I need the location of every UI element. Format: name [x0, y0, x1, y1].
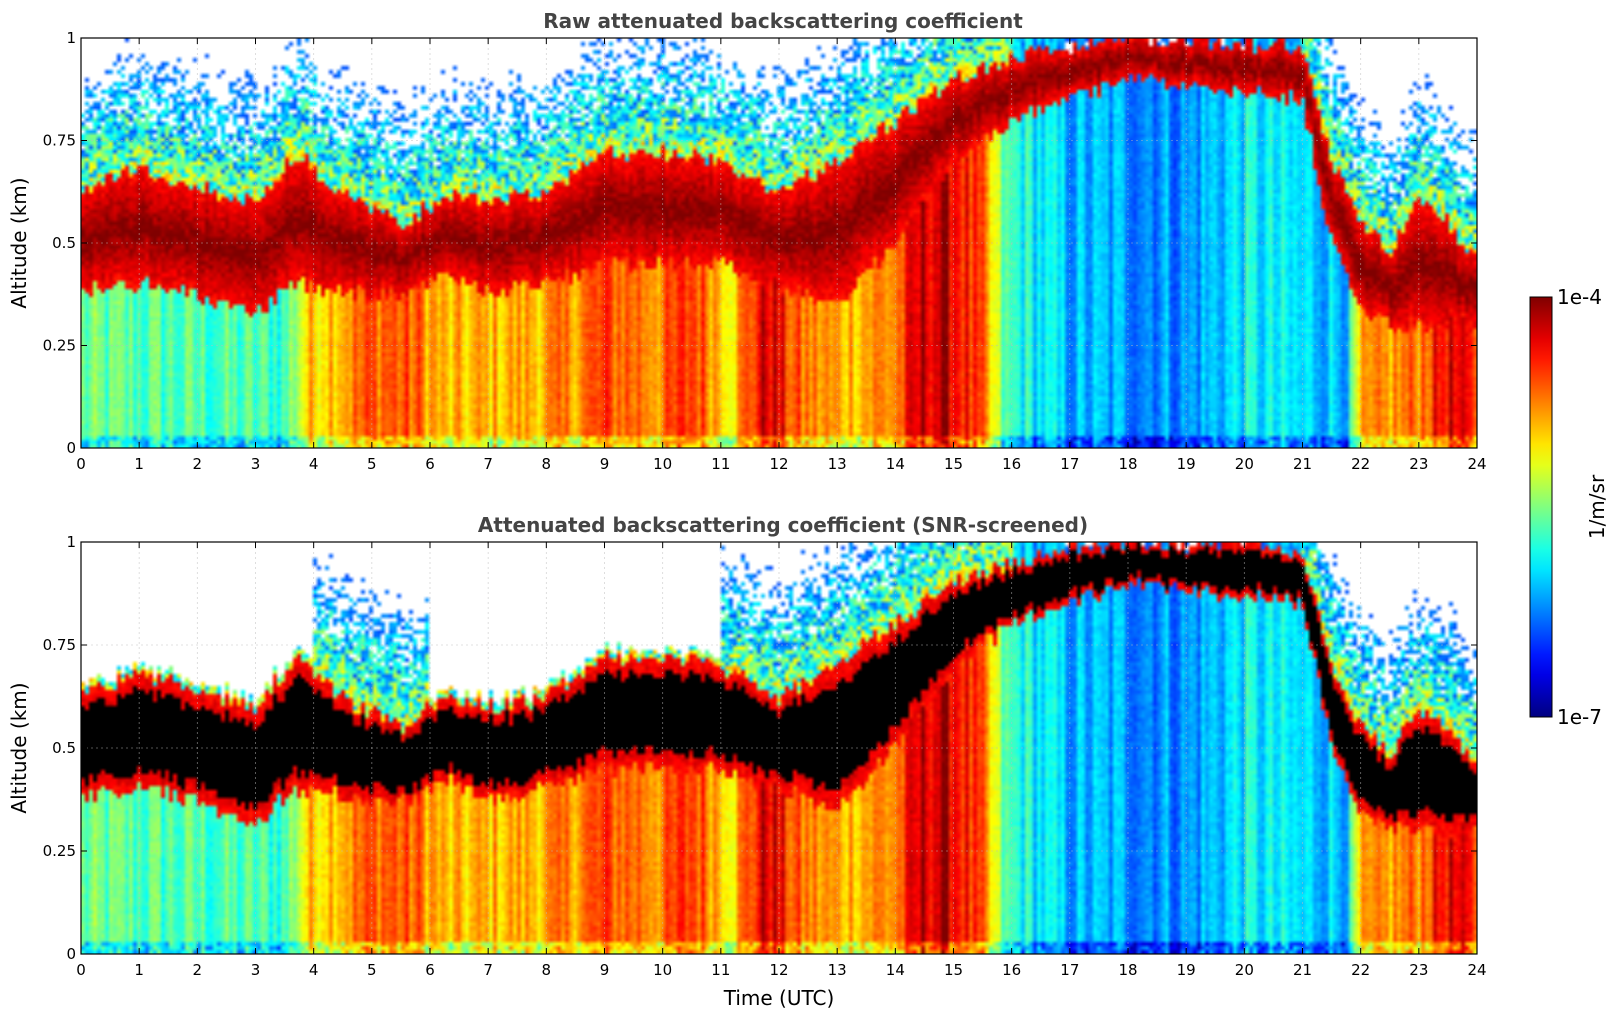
x-tick-label: 17 [1060, 455, 1079, 473]
screened-panel-y-ticks: 0 0.25 0.5 0.75 1 [43, 533, 1477, 963]
raw-backscatter-panel: Raw attenuated backscattering coefficien… [7, 9, 1487, 473]
x-tick-label: 10 [653, 961, 672, 979]
y-tick-label: 0 [66, 945, 76, 963]
x-tick-label: 3 [251, 961, 261, 979]
x-tick-label: 2 [193, 961, 203, 979]
screened-panel-y-axis-label: Altitude (km) [7, 682, 31, 813]
y-tick-label: 0.25 [43, 842, 76, 860]
x-tick-label: 8 [542, 961, 552, 979]
x-tick-label: 18 [1118, 455, 1137, 473]
x-tick-label: 21 [1293, 961, 1312, 979]
x-tick-label: 18 [1118, 961, 1137, 979]
colorbar-max-label: 1e-4 [1557, 285, 1602, 309]
x-tick-label: 4 [309, 961, 319, 979]
y-tick-label: 1 [66, 533, 76, 551]
x-tick-label: 13 [828, 961, 847, 979]
x-tick-label: 9 [600, 455, 610, 473]
x-tick-label: 9 [600, 961, 610, 979]
colorbar-scale [1530, 297, 1552, 717]
x-tick-label: 14 [886, 455, 905, 473]
x-tick-label: 7 [483, 961, 493, 979]
raw-panel-title: Raw attenuated backscattering coefficien… [543, 9, 1023, 33]
x-tick-label: 13 [828, 455, 847, 473]
x-tick-label: 15 [944, 455, 963, 473]
colorbar-frame [1529, 296, 1553, 718]
x-tick-label: 6 [425, 455, 435, 473]
x-tick-label: 20 [1235, 455, 1254, 473]
colorbar-unit-label: 1/m/sr [1585, 474, 1609, 539]
x-tick-label: 15 [944, 961, 963, 979]
raw-panel-y-ticks: 0 0.25 0.5 0.75 1 [43, 29, 1477, 457]
x-tick-label: 23 [1409, 455, 1428, 473]
raw-panel-x-ticks: 0 1 2 3 4 5 6 7 8 9 10 11 12 13 14 15 16 17 18 19 20 21 22 23 24 [76, 38, 1487, 473]
x-tick-label: 17 [1060, 961, 1079, 979]
x-tick-label: 3 [251, 455, 261, 473]
y-tick-label: 0.75 [43, 132, 76, 150]
x-tick-label: 12 [769, 455, 788, 473]
x-tick-label: 11 [711, 455, 730, 473]
screened-panel-grid [81, 542, 1477, 954]
x-tick-label: 19 [1177, 455, 1196, 473]
colorbar-min-label: 1e-7 [1557, 705, 1602, 729]
x-tick-label: 22 [1351, 961, 1370, 979]
y-tick-label: 0.5 [52, 739, 76, 757]
raw-panel-y-axis-label: Altitude (km) [7, 177, 31, 308]
screened-panel-title: Attenuated backscattering coefficient (S… [478, 513, 1088, 537]
x-tick-label: 8 [542, 455, 552, 473]
x-tick-label: 10 [653, 455, 672, 473]
x-tick-label: 5 [367, 961, 377, 979]
x-tick-label: 0 [76, 455, 86, 473]
y-tick-label: 0.25 [43, 337, 76, 355]
x-tick-label: 14 [886, 961, 905, 979]
x-tick-label: 1 [134, 455, 144, 473]
y-tick-label: 0 [66, 439, 76, 457]
x-tick-label: 24 [1467, 961, 1486, 979]
screened-panel-x-ticks: 0 1 2 3 4 5 6 7 8 9 10 11 12 13 14 15 16 17 18 19 20 21 22 23 24 [76, 542, 1487, 979]
x-axis-label: Time (UTC) [723, 986, 835, 1010]
y-tick-label: 0.75 [43, 636, 76, 654]
x-tick-label: 24 [1467, 455, 1486, 473]
y-tick-label: 1 [66, 29, 76, 47]
x-tick-label: 7 [483, 455, 493, 473]
screened-backscatter-panel: Attenuated backscattering coefficient (S… [7, 513, 1487, 1010]
y-tick-label: 0.5 [52, 234, 76, 252]
x-tick-label: 6 [425, 961, 435, 979]
x-tick-label: 1 [134, 961, 144, 979]
x-tick-label: 21 [1293, 455, 1312, 473]
raw-panel-grid [81, 38, 1477, 448]
x-tick-label: 11 [711, 961, 730, 979]
x-tick-label: 12 [769, 961, 788, 979]
x-tick-label: 0 [76, 961, 86, 979]
x-tick-label: 4 [309, 455, 319, 473]
x-tick-label: 22 [1351, 455, 1370, 473]
x-tick-label: 16 [1002, 455, 1021, 473]
x-tick-label: 19 [1177, 961, 1196, 979]
x-tick-label: 16 [1002, 961, 1021, 979]
x-tick-label: 2 [193, 455, 203, 473]
x-tick-label: 20 [1235, 961, 1254, 979]
colorbar: 1e-4 1e-7 1/m/sr [1529, 285, 1609, 729]
x-tick-label: 5 [367, 455, 377, 473]
x-tick-label: 23 [1409, 961, 1428, 979]
